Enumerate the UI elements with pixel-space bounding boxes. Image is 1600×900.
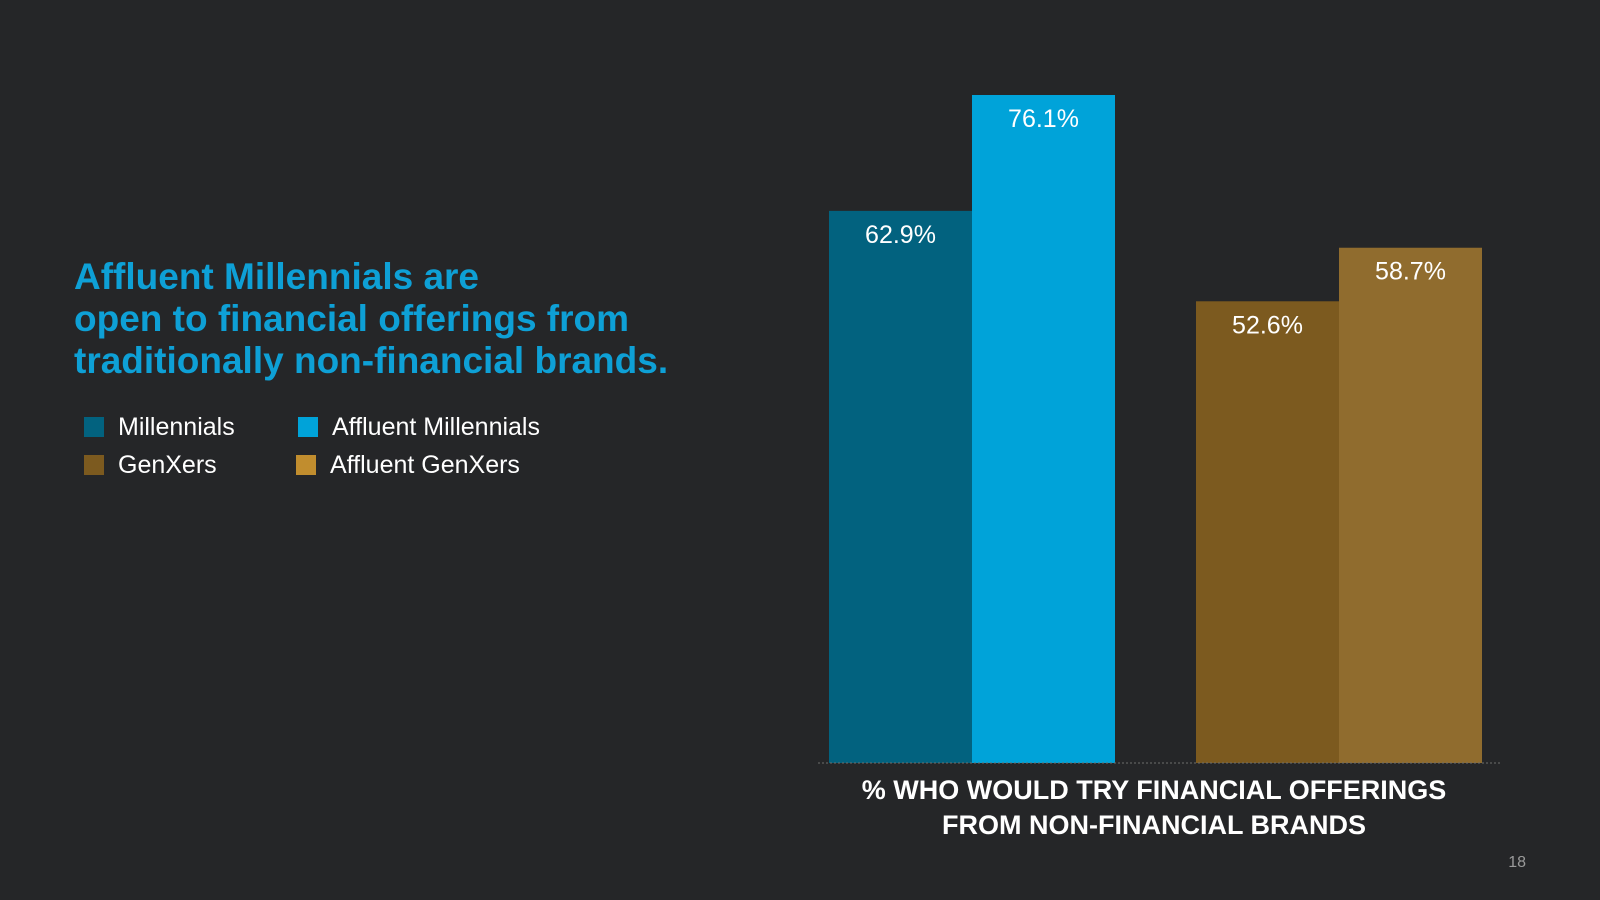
legend-item-genxers: GenXers (84, 450, 217, 480)
bar-genxers (1196, 301, 1339, 763)
legend-label-millennials: Millennials (118, 412, 235, 441)
legend-item-affluent-millennials: Affluent Millennials (298, 412, 540, 442)
legend-label-affluent-millennials: Affluent Millennials (332, 412, 540, 441)
page-number: 18 (1508, 854, 1526, 871)
legend-item-affluent-genxers: Affluent GenXers (296, 450, 520, 480)
chart-legend: Millennials Affluent Millennials GenXers… (84, 412, 604, 492)
legend-swatch-affluent-millennials (298, 417, 318, 437)
data-label-affluent-genxers: 58.7% (1375, 258, 1446, 286)
data-label-genxers: 52.6% (1232, 311, 1303, 339)
legend-swatch-affluent-genxers (296, 455, 316, 475)
legend-item-millennials: Millennials (84, 412, 235, 442)
headline-line-3: traditionally non-financial brands. (74, 340, 669, 381)
legend-label-genxers: GenXers (118, 450, 217, 479)
legend-swatch-millennials (84, 417, 104, 437)
bars-layer: 62.9% 76.1% 52.6% 58.7% (829, 95, 1482, 764)
bar-millennials (829, 210, 972, 763)
headline-line-1: Affluent Millennials are (74, 256, 480, 297)
headline: Affluent Millennials are open to financi… (74, 256, 754, 382)
legend-swatch-genxers (84, 455, 104, 475)
data-label-affluent-millennials: 76.1% (1008, 105, 1079, 133)
headline-line-2: open to financial offerings from (74, 298, 630, 339)
x-axis-label-line-1: % WHO WOULD TRY FINANCIAL OFFERINGS (862, 775, 1446, 805)
bar-affluent-millennials (972, 95, 1115, 763)
data-label-millennials: 62.9% (865, 221, 936, 249)
legend-label-affluent-genxers: Affluent GenXers (330, 450, 520, 479)
bar-affluent-genxers (1339, 247, 1482, 764)
x-axis-label-line-2: FROM NON-FINANCIAL BRANDS (942, 810, 1366, 840)
